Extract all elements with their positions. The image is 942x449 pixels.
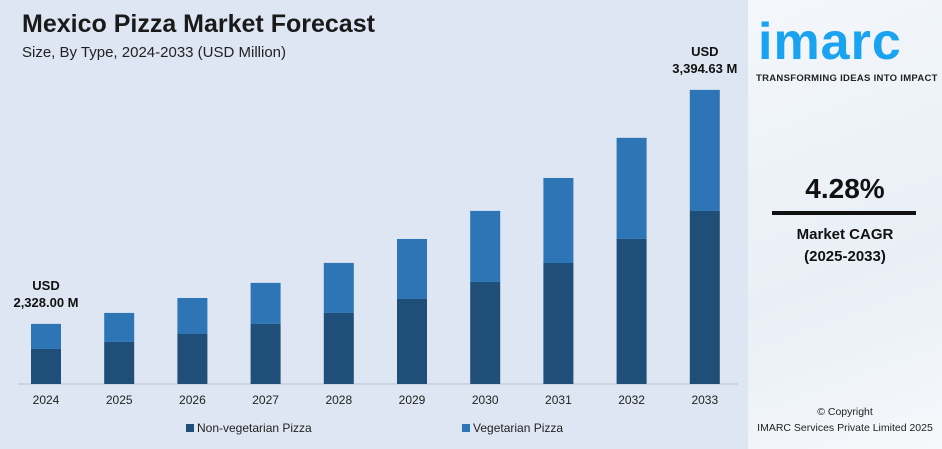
bar-vegetarian-2026 bbox=[177, 297, 208, 335]
x-tick-label: 2032 bbox=[618, 393, 645, 407]
bar-vegetarian-2032 bbox=[616, 137, 647, 239]
bar-nonveg-2033 bbox=[689, 210, 720, 384]
bar-nonveg-2032 bbox=[616, 238, 647, 384]
copyright: © Copyright bbox=[817, 406, 873, 418]
bar-vegetarian-2028 bbox=[323, 262, 354, 313]
x-tick-label: 2029 bbox=[399, 393, 426, 407]
annotation-line1: USD bbox=[32, 278, 59, 293]
bar-nonveg-2030 bbox=[470, 281, 501, 384]
x-tick-label: 2025 bbox=[106, 393, 133, 407]
bar-vegetarian-2025 bbox=[104, 312, 135, 342]
bar-nonveg-2031 bbox=[543, 262, 574, 384]
bar-nonveg-2026 bbox=[177, 334, 208, 384]
bar-vegetarian-2031 bbox=[543, 177, 574, 263]
legend-label: Vegetarian Pizza bbox=[473, 421, 563, 435]
company: IMARC Services Private Limited 2025 bbox=[757, 422, 933, 434]
bar-vegetarian-2033 bbox=[689, 89, 720, 211]
x-tick-label: 2030 bbox=[472, 393, 499, 407]
legend-swatch bbox=[462, 424, 470, 432]
cagr-period: (2025-2033) bbox=[804, 248, 886, 265]
bar-nonveg-2027 bbox=[250, 323, 281, 384]
side-panel: imarc TRANSFORMING IDEAS INTO IMPACT 4.2… bbox=[748, 0, 942, 449]
divider bbox=[772, 211, 916, 215]
cagr-value: 4.28% bbox=[805, 173, 885, 204]
annotation-line2: 3,394.63 M bbox=[672, 61, 737, 76]
x-tick-label: 2027 bbox=[252, 393, 279, 407]
annotation-line2: 2,328.00 M bbox=[13, 295, 78, 310]
chart-title: Mexico Pizza Market Forecast bbox=[22, 10, 375, 38]
bar-nonveg-2029 bbox=[397, 298, 427, 384]
bar-nonveg-2024 bbox=[31, 348, 61, 384]
imarc-logo: imarc bbox=[758, 13, 902, 71]
x-tick-label: 2026 bbox=[179, 393, 206, 407]
x-tick-label: 2031 bbox=[545, 393, 572, 407]
x-tick-label: 2024 bbox=[33, 393, 60, 407]
bar-vegetarian-2029 bbox=[397, 238, 427, 299]
legend-label: Non-vegetarian Pizza bbox=[197, 421, 312, 435]
bar-nonveg-2028 bbox=[323, 312, 354, 384]
chart: 2024 USD 2,328.00 M 2025 2026 2027 2028 2029 203… bbox=[13, 44, 738, 435]
x-tick-label: 2033 bbox=[691, 393, 718, 407]
tagline: TRANSFORMING IDEAS INTO IMPACT bbox=[756, 73, 938, 84]
annotation-line1: USD bbox=[691, 44, 718, 59]
bar-vegetarian-2024 bbox=[31, 323, 61, 349]
cagr-label: Market CAGR bbox=[796, 226, 894, 243]
chart-panel: Mexico Pizza Market Forecast Size, By Ty… bbox=[0, 0, 748, 449]
x-tick-label: 2028 bbox=[325, 393, 352, 407]
legend-swatch bbox=[186, 424, 194, 432]
bar-vegetarian-2027 bbox=[250, 282, 281, 324]
bar-vegetarian-2030 bbox=[470, 210, 501, 282]
chart-subtitle: Size, By Type, 2024-2033 (USD Million) bbox=[22, 44, 287, 61]
bar-nonveg-2025 bbox=[104, 341, 135, 384]
